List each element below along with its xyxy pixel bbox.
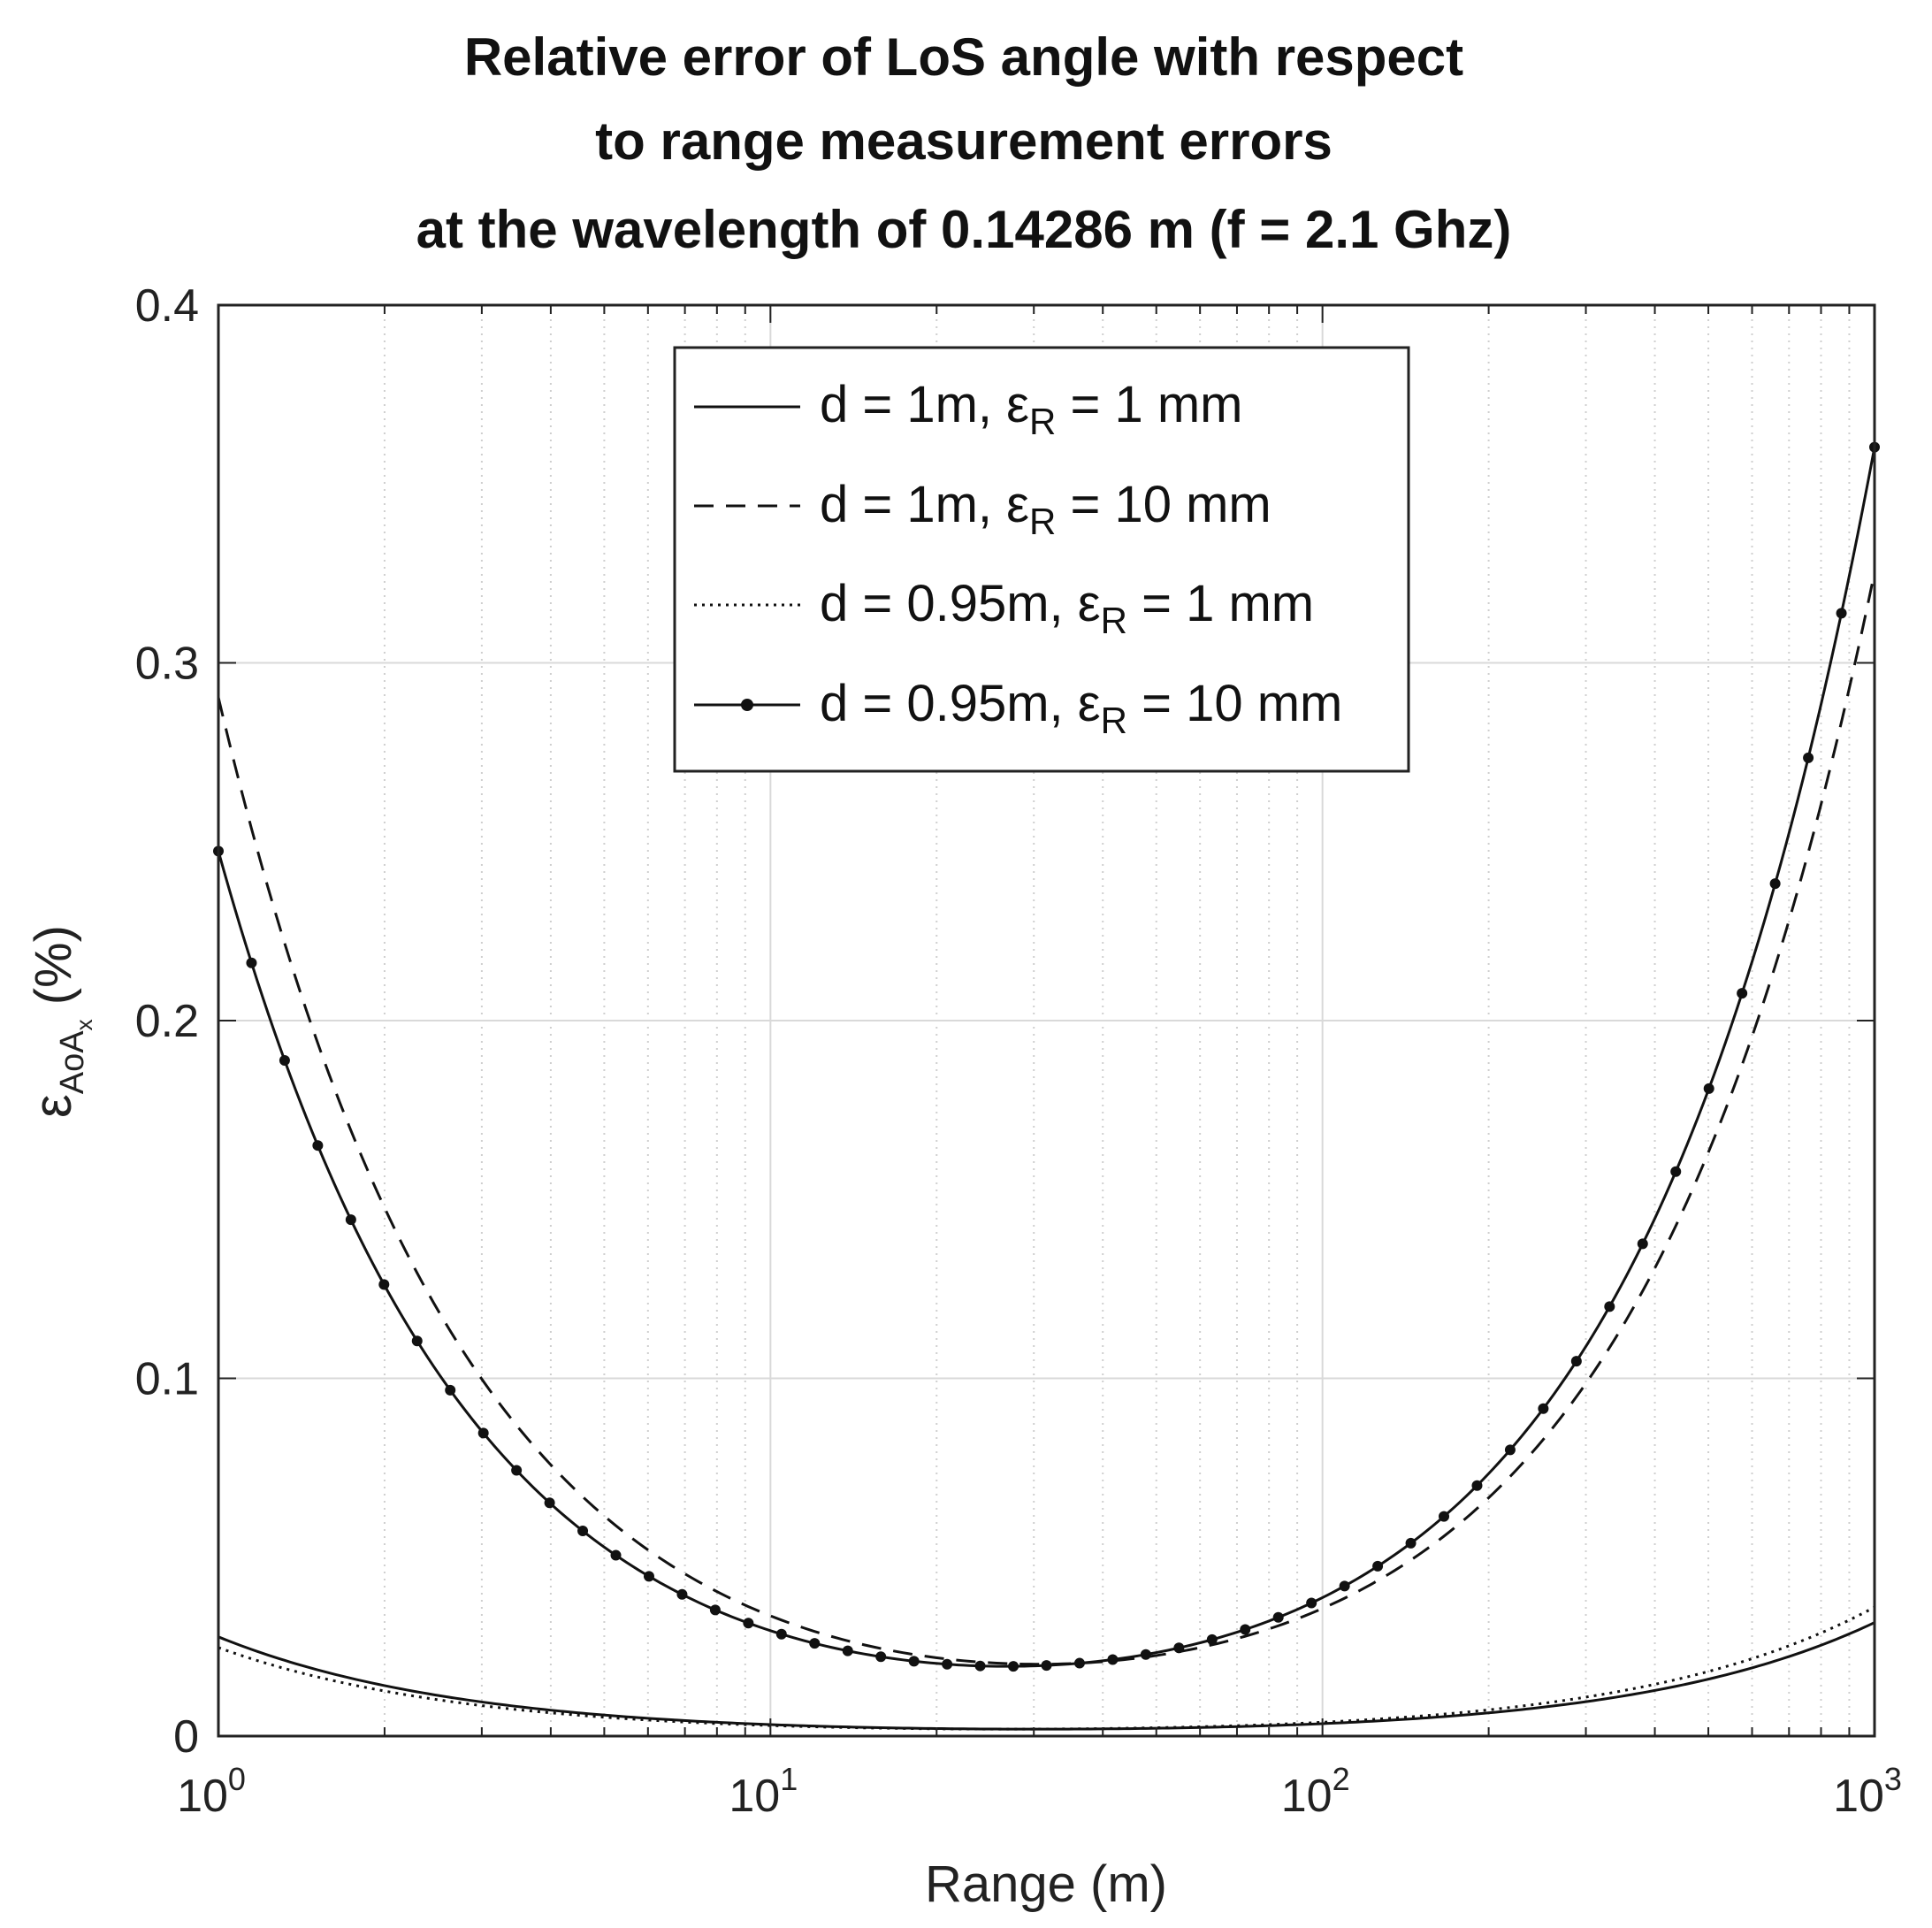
series-marker [1339,1580,1350,1592]
series-marker [1306,1597,1317,1609]
y-label-unit: (%) [25,925,82,1019]
series-marker [1173,1642,1185,1654]
series-marker [544,1497,555,1509]
legend-samples [694,405,800,711]
series-marker [1372,1560,1384,1572]
series-marker [279,1054,290,1066]
series-marker [1538,1403,1549,1414]
series-marker [511,1465,523,1476]
series-marker [908,1656,920,1667]
series-marker [942,1658,953,1670]
series-marker [1769,878,1781,890]
series-marker [1405,1537,1417,1549]
y-tick-label: 0.3 [135,639,199,690]
series-marker [1803,752,1814,763]
series-marker [312,1140,324,1151]
legend-label-3: d = 0.95m, εR = 1 mm [820,575,1314,641]
series-marker [246,957,257,968]
series-marker [676,1588,688,1600]
x-tick-label: 100 [177,1761,246,1822]
series-marker [1703,1083,1714,1094]
series-marker [477,1427,489,1439]
series-marker [775,1628,787,1640]
x-axis-label: Range (m) [925,1855,1167,1913]
y-tick-labels: 0 0.1 0.2 0.3 0.4 [135,280,199,1763]
series-marker [1604,1301,1615,1312]
series-marker [1439,1511,1450,1522]
series-line-2 [217,571,1876,1666]
series-marker [1670,1166,1682,1177]
legend-marker [741,699,753,711]
series-line-3 [218,1605,1875,1731]
x-tick-labels: 100 101 102 103 [177,1761,1902,1822]
series-marker [1206,1633,1218,1645]
y-label-sub: AoA [54,1030,91,1094]
series-marker [809,1638,821,1649]
title-line-3: at the wavelength of 0.14286 m (f = 2.1 … [416,200,1512,259]
x-tick-label: 101 [729,1761,798,1822]
series-marker [842,1645,853,1656]
legend-label-4: d = 0.95m, εR = 10 mm [820,675,1342,741]
x-tick-label: 102 [1281,1761,1350,1822]
axes-box [217,303,1876,1738]
y-label-base: ε [23,1094,82,1118]
series-marker [1240,1624,1251,1635]
series-marker [577,1526,589,1537]
series-marker [1504,1444,1516,1456]
series-marker [1073,1657,1085,1669]
series-marker [1471,1480,1483,1491]
legend: d = 1m, εR = 1 mm d = 1m, εR = 10 mm d =… [673,346,1410,773]
y-tick-label: 0.2 [135,996,199,1047]
series-marker [1836,608,1847,619]
series-marker [643,1571,654,1582]
title-line-2: to range measurement errors [595,111,1333,171]
svg-text:εAoAx (%): εAoAx (%) [23,925,97,1118]
y-tick-label: 0.4 [135,280,199,332]
series-marker [1272,1611,1284,1623]
y-tick-label: 0 [173,1711,199,1763]
y-label-subsub: x [71,1019,97,1030]
x-tick-label: 103 [1833,1761,1902,1822]
y-tick-label: 0.1 [135,1354,199,1405]
y-axis-label: εAoAx (%) [23,925,97,1118]
series-marker [1107,1654,1119,1665]
series-marker [1140,1649,1151,1660]
series-marker [875,1651,887,1663]
series-marker [1570,1356,1582,1367]
series-marker [1637,1238,1648,1250]
series-marker [345,1214,356,1226]
series-marker [378,1279,390,1290]
chart-title: Relative error of LoS angle with respect… [416,27,1512,259]
series-marker [411,1335,423,1347]
tick-marks [218,304,1875,1737]
series-marker [743,1618,754,1629]
series-marker [1008,1661,1019,1672]
legend-label-2: d = 1m, εR = 10 mm [820,476,1271,542]
series-marker [1041,1660,1052,1672]
title-line-1: Relative error of LoS angle with respect [464,27,1463,87]
legend-label-1: d = 1m, εR = 1 mm [820,376,1242,442]
series-marker [709,1604,721,1616]
series-marker [445,1384,456,1396]
series-marker [610,1549,622,1561]
series-marker [974,1660,986,1672]
series-marker [1737,988,1748,999]
legend-box [673,346,1410,773]
